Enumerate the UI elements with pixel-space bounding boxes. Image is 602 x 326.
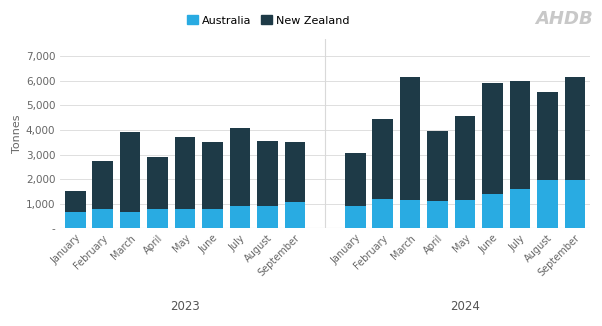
Bar	[230, 127, 250, 206]
Bar	[482, 194, 503, 228]
Bar	[257, 206, 278, 228]
Text: AHDB: AHDB	[535, 10, 593, 28]
Bar	[120, 212, 140, 228]
Bar	[202, 142, 223, 209]
Bar	[482, 83, 503, 194]
Legend: Australia, New Zealand: Australia, New Zealand	[182, 11, 354, 30]
Bar	[147, 209, 168, 228]
Bar	[202, 209, 223, 228]
Bar	[537, 92, 557, 180]
Bar	[565, 180, 585, 228]
Bar	[345, 153, 365, 206]
Bar	[427, 131, 448, 201]
Bar	[510, 81, 530, 189]
Bar	[120, 132, 140, 212]
Bar	[373, 119, 393, 199]
Bar	[345, 206, 365, 228]
Text: 2023: 2023	[170, 300, 200, 313]
Bar	[93, 209, 113, 228]
Bar	[373, 199, 393, 228]
Y-axis label: Tonnes: Tonnes	[11, 114, 22, 153]
Bar	[65, 212, 85, 228]
Bar	[565, 77, 585, 180]
Bar	[147, 157, 168, 209]
Bar	[93, 161, 113, 209]
Bar	[400, 77, 420, 200]
Bar	[427, 201, 448, 228]
Bar	[257, 141, 278, 206]
Bar	[400, 200, 420, 228]
Bar	[455, 116, 476, 200]
Bar	[285, 202, 305, 228]
Bar	[537, 180, 557, 228]
Bar	[455, 200, 476, 228]
Bar	[175, 137, 196, 209]
Bar	[510, 189, 530, 228]
Bar	[230, 206, 250, 228]
Text: 2024: 2024	[450, 300, 480, 313]
Bar	[65, 191, 85, 212]
Bar	[285, 142, 305, 202]
Bar	[175, 209, 196, 228]
